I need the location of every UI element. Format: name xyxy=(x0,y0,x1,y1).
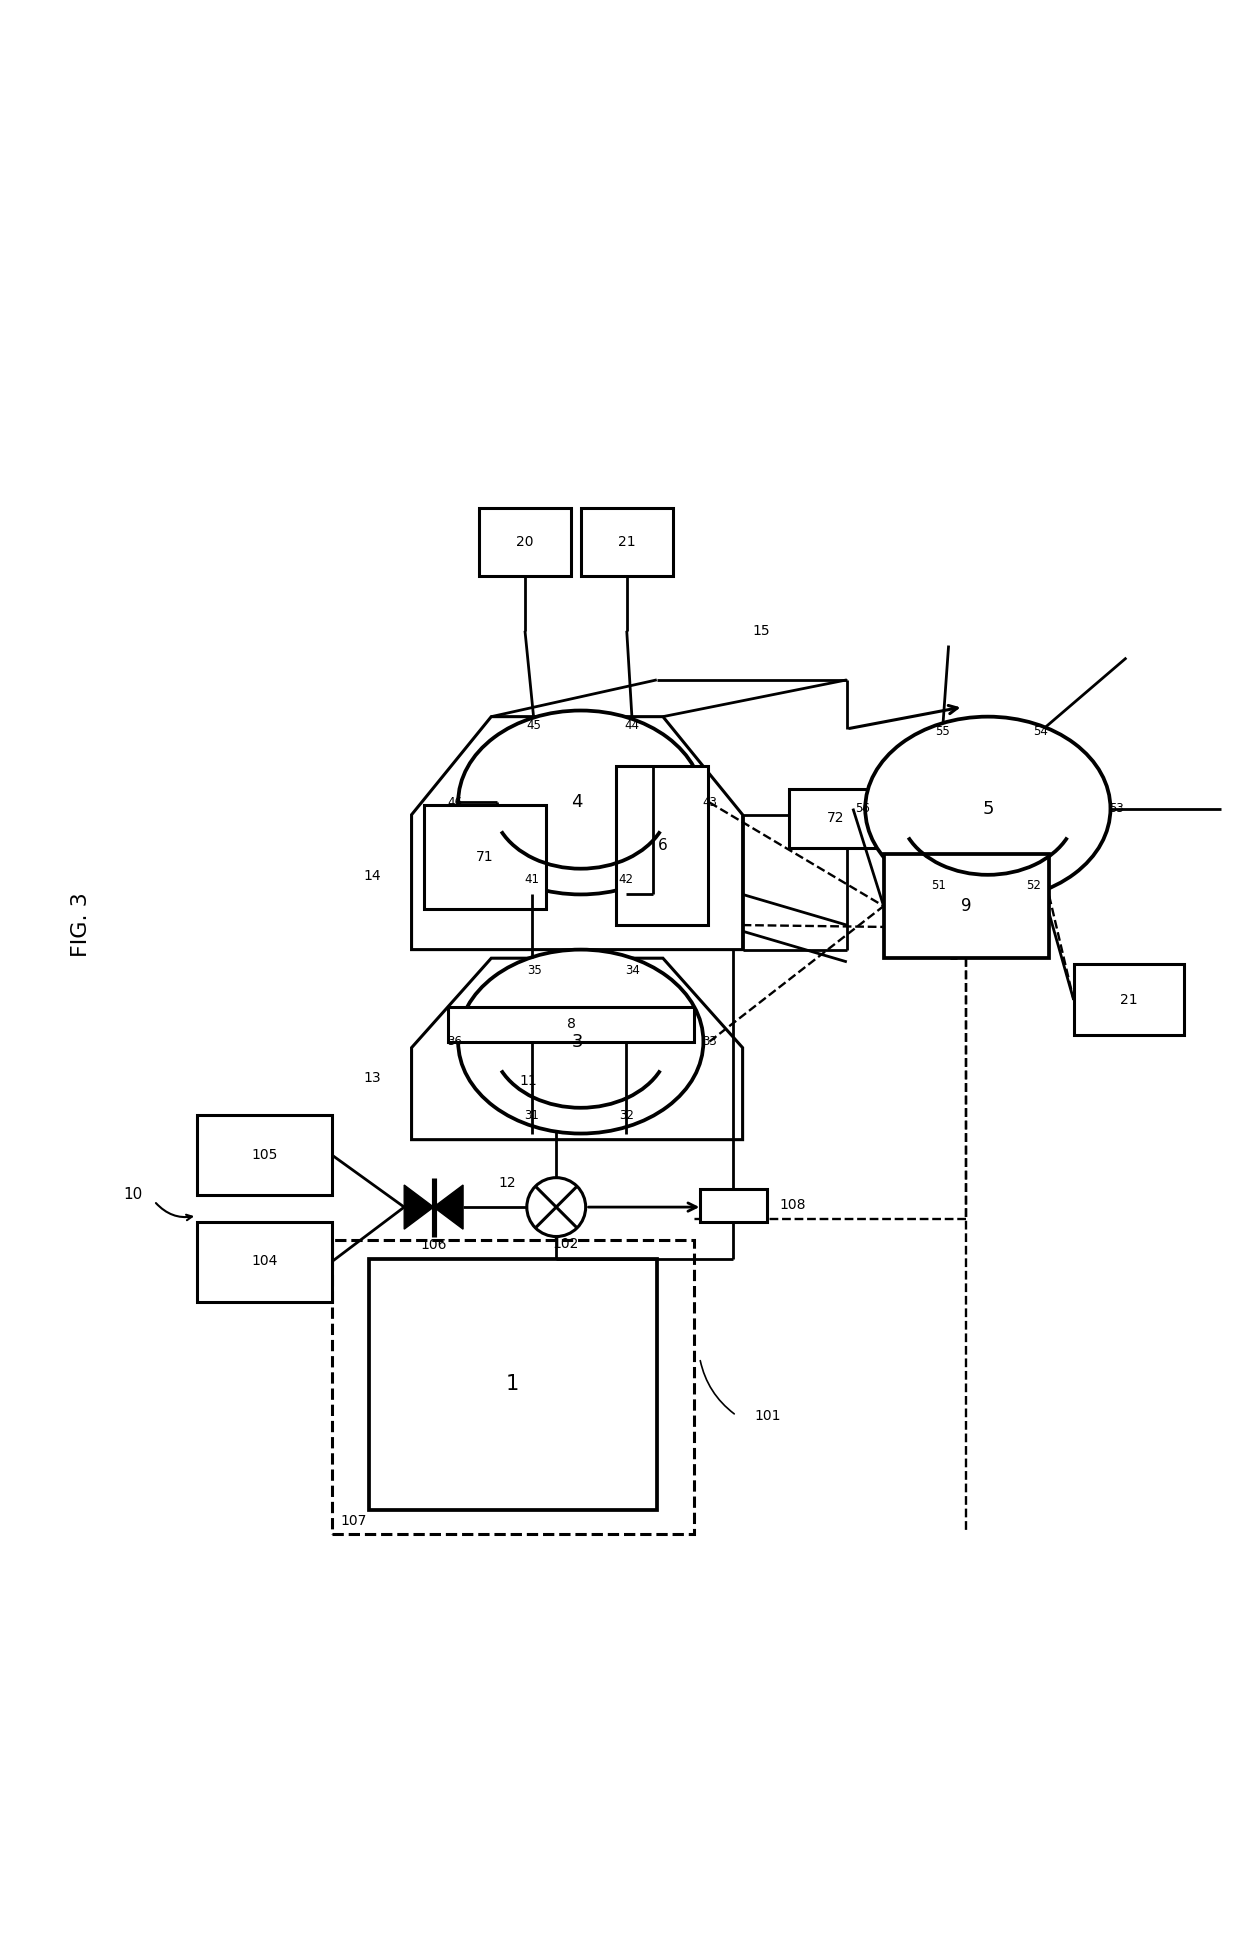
Text: 42: 42 xyxy=(619,873,634,887)
Bar xyxy=(884,854,1049,958)
Text: 1: 1 xyxy=(506,1375,520,1394)
Text: 102: 102 xyxy=(553,1237,579,1251)
Bar xyxy=(789,790,882,848)
Text: 55: 55 xyxy=(935,724,950,738)
Text: 20: 20 xyxy=(516,534,533,550)
Bar xyxy=(197,1115,332,1195)
Ellipse shape xyxy=(458,711,703,894)
Text: FIG. 3: FIG. 3 xyxy=(71,892,91,958)
Text: 9: 9 xyxy=(961,896,972,916)
Bar xyxy=(580,509,673,575)
Text: 34: 34 xyxy=(625,964,640,978)
Text: 21: 21 xyxy=(618,534,636,550)
Polygon shape xyxy=(404,1185,434,1229)
Text: 104: 104 xyxy=(252,1255,278,1268)
Text: 43: 43 xyxy=(702,796,717,809)
Text: 15: 15 xyxy=(753,623,770,637)
Text: 53: 53 xyxy=(1110,802,1123,815)
Text: 46: 46 xyxy=(446,796,463,809)
Bar xyxy=(449,1007,693,1042)
Polygon shape xyxy=(412,716,743,951)
Text: 10: 10 xyxy=(124,1187,143,1202)
Text: 45: 45 xyxy=(527,718,542,732)
Text: 108: 108 xyxy=(780,1198,806,1212)
Text: 32: 32 xyxy=(619,1109,634,1121)
Text: 54: 54 xyxy=(1033,724,1048,738)
Text: 4: 4 xyxy=(572,794,583,811)
Text: 12: 12 xyxy=(498,1175,516,1189)
Bar xyxy=(616,767,708,925)
Text: 56: 56 xyxy=(856,802,870,815)
Text: 105: 105 xyxy=(252,1148,278,1162)
Bar xyxy=(699,1189,768,1222)
Text: 44: 44 xyxy=(625,718,640,732)
Text: 14: 14 xyxy=(363,869,381,883)
Text: 31: 31 xyxy=(525,1109,539,1121)
Bar xyxy=(424,805,547,910)
Bar xyxy=(479,509,570,575)
Bar xyxy=(368,1258,657,1510)
Text: 101: 101 xyxy=(755,1409,781,1423)
Text: 13: 13 xyxy=(363,1071,381,1086)
Text: 35: 35 xyxy=(527,964,542,978)
Ellipse shape xyxy=(866,716,1111,900)
Text: 11: 11 xyxy=(520,1074,537,1088)
Text: 21: 21 xyxy=(1120,993,1137,1007)
Text: 6: 6 xyxy=(658,838,668,854)
Text: 52: 52 xyxy=(1025,879,1040,892)
Text: 3: 3 xyxy=(572,1032,583,1051)
Text: 8: 8 xyxy=(567,1018,575,1032)
Polygon shape xyxy=(434,1185,463,1229)
Text: 71: 71 xyxy=(476,850,494,863)
Bar xyxy=(332,1241,693,1535)
Text: 41: 41 xyxy=(525,873,539,887)
Text: 36: 36 xyxy=(448,1036,463,1047)
Text: 33: 33 xyxy=(702,1036,717,1047)
Bar xyxy=(197,1222,332,1301)
Text: 51: 51 xyxy=(931,879,946,892)
Ellipse shape xyxy=(458,951,703,1133)
Text: 5: 5 xyxy=(982,800,993,817)
Bar xyxy=(1074,964,1184,1036)
Text: 107: 107 xyxy=(341,1514,367,1528)
Text: 106: 106 xyxy=(420,1239,446,1253)
Polygon shape xyxy=(412,958,743,1140)
Text: 72: 72 xyxy=(826,811,844,825)
Circle shape xyxy=(527,1177,585,1237)
